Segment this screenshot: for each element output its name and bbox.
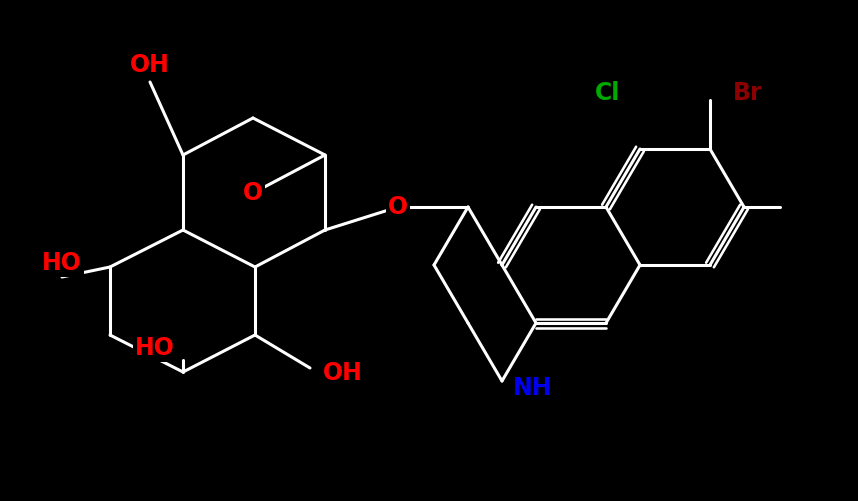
Text: Cl: Cl <box>595 81 620 105</box>
Text: Br: Br <box>734 81 763 105</box>
Text: OH: OH <box>130 53 170 77</box>
Text: NH: NH <box>513 376 553 400</box>
Text: HO: HO <box>42 251 82 275</box>
Text: HO: HO <box>135 336 175 360</box>
Text: O: O <box>243 181 263 205</box>
Text: O: O <box>388 195 408 219</box>
Text: OH: OH <box>323 361 363 385</box>
